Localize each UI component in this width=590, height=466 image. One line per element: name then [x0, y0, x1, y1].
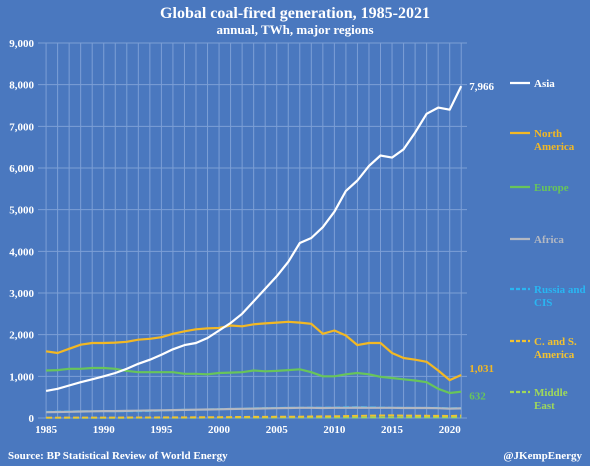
legend-item-africa: Africa — [510, 234, 564, 246]
y-tick-label: 2,000 — [9, 330, 34, 342]
y-tick-label: 1,000 — [9, 371, 34, 383]
legend-label: Russia and — [534, 284, 586, 296]
y-tick-label: 7,000 — [9, 121, 34, 133]
y-tick-label: 3,000 — [9, 288, 34, 300]
series-line-asia — [45, 85, 463, 392]
series-line-africa — [46, 406, 462, 414]
y-tick-label: 8,000 — [9, 80, 34, 92]
y-tick-label: 9,000 — [9, 38, 34, 50]
legend-item-asia: Asia — [510, 78, 555, 90]
end-label-asia: 7,966 — [469, 81, 494, 93]
legend-label: North — [534, 128, 562, 140]
legend-label: America — [534, 141, 575, 153]
legend-label: America — [534, 349, 575, 361]
y-tick-label: 0 — [29, 413, 35, 425]
x-tick-label: 2000 — [208, 424, 231, 436]
end-label-europe: 632 — [469, 391, 486, 403]
x-tick-label: 2020 — [439, 424, 462, 436]
legend-label: C. and S. — [534, 336, 577, 348]
chart-subtitle: annual, TWh, major regions — [216, 22, 373, 37]
author-credit: @JKempEnergy — [503, 450, 582, 462]
x-tick-labels: 1985 1990 1995 2000 2005 2010 2015 2020 — [35, 424, 461, 436]
series-line-c-and-s-america — [46, 414, 462, 419]
legend-label: Africa — [534, 234, 564, 246]
legend-label: Asia — [534, 78, 555, 90]
legend-item-c-and-s-america: C. and S.America — [510, 336, 577, 361]
x-tick-label: 2010 — [323, 424, 346, 436]
x-tick-label: 2005 — [266, 424, 289, 436]
series-lines — [45, 85, 463, 419]
gridlines — [38, 42, 467, 419]
legend-label: Europe — [534, 182, 569, 194]
y-tick-label: 6,000 — [9, 163, 34, 175]
chart-title: Global coal-fired generation, 1985-2021 — [160, 5, 430, 22]
x-tick-label: 1990 — [93, 424, 116, 436]
legend-label: Middle — [534, 387, 568, 399]
series-line-europe — [46, 366, 462, 395]
x-tick-label: 1995 — [150, 424, 173, 436]
legend-item-europe: Europe — [510, 182, 569, 194]
x-tick-label: 1985 — [35, 424, 58, 436]
y-tick-label: 4,000 — [9, 246, 34, 258]
series-line-north-america — [45, 320, 462, 382]
legend-label: East — [534, 400, 555, 412]
end-value-labels: 7,966 1,031 632 — [469, 81, 494, 403]
legend-label: CIS — [534, 297, 552, 309]
x-tick-label: 2015 — [381, 424, 404, 436]
source-note: Source: BP Statistical Review of World E… — [8, 450, 228, 462]
y-tick-label: 5,000 — [9, 205, 34, 217]
end-label-north-america: 1,031 — [469, 363, 494, 375]
y-tick-labels: 0 1,000 2,000 3,000 4,000 5,000 6,000 7,000 8,00… — [9, 38, 34, 425]
